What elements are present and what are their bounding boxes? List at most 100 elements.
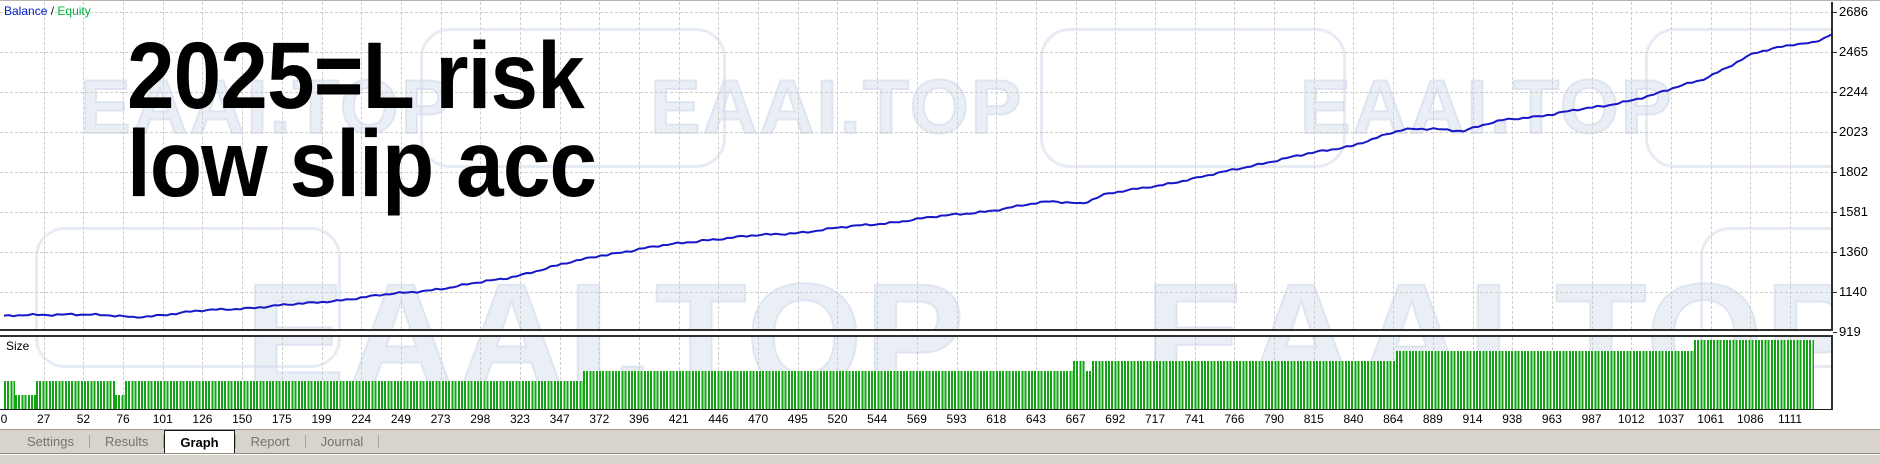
value-axis-label: 1581 [1839,204,1868,219]
value-axis: 2686 2465 2244 2023 1802 1581 1360 1140 919 [1833,2,1880,342]
trade-axis-label: 1037 [1657,412,1685,426]
watermark-text: EAAI.TOP [244,250,967,329]
tab-results[interactable]: Results [104,434,149,449]
trade-axis-label: 717 [1144,412,1166,426]
tab-report[interactable]: Report [250,434,290,449]
trade-axis-label: 766 [1224,412,1245,426]
trade-axis-label: 396 [629,412,650,426]
vertical-gridline [1670,2,1672,329]
horizontal-gridline [0,212,1831,213]
vertical-gridline [1155,2,1156,329]
watermark-frame [1040,28,1346,168]
vertical-gridline [83,2,85,329]
vertical-gridline [1512,2,1514,329]
value-axis-label: 2686 [1839,4,1868,19]
vertical-gridline [1075,2,1077,329]
tab-separator [378,435,380,448]
trade-axis-label: 963 [1541,412,1562,426]
vertical-gridline [1551,2,1553,329]
value-axis-tick [1833,252,1837,253]
vertical-gridline [1591,2,1593,329]
size-bar-segment [1396,351,1694,409]
trade-axis-label: 692 [1105,412,1126,426]
vertical-gridline [599,2,601,329]
trade-axis-label: 101 [152,412,173,426]
trade-axis-label: 889 [1422,412,1443,426]
size-bar-segment [114,395,125,409]
value-axis-tick [1833,332,1837,333]
vertical-gridline [639,2,641,329]
trade-axis-label: 249 [390,412,411,426]
vertical-gridline [162,337,164,409]
value-axis-tick [1833,132,1837,133]
tab-separator [163,435,165,448]
vertical-gridline [1432,2,1434,329]
vertical-gridline [281,2,283,329]
value-axis-label: 2023 [1839,124,1868,139]
trade-axis-label: 495 [787,412,808,426]
vertical-gridline [1710,2,1712,329]
size-bar-segment [4,381,16,409]
trade-axis-label: 76 [116,412,130,426]
value-axis-label: 2244 [1839,84,1868,99]
tab-settings[interactable]: Settings [27,434,74,449]
trade-axis-label: 175 [271,412,292,426]
trade-axis-label: 298 [470,412,491,426]
trade-axis-label: 790 [1264,412,1285,426]
trade-axis-label: 544 [867,412,888,426]
trade-axis-label: 520 [827,412,848,426]
trade-axis-label: 1061 [1697,412,1724,426]
vertical-gridline [440,337,442,409]
vertical-gridline [123,337,125,409]
tab-journal[interactable]: Journal [320,434,364,449]
trade-axis-label: 323 [509,412,530,426]
vertical-gridline [400,337,402,409]
watermark-frame [1645,28,1831,168]
horizontal-gridline [0,292,1831,293]
trade-axis-label: 667 [1065,412,1086,426]
vertical-gridline [162,2,164,329]
trade-axis-label: 446 [708,412,729,426]
vertical-gridline [361,2,363,329]
tab-separator [88,435,90,448]
trade-axis-label: 126 [192,412,213,426]
trade-axis-label: 273 [430,412,451,426]
vertical-gridline [1631,2,1633,329]
annotation-line-1: 2025=L risk [127,23,585,129]
vertical-gridline [1353,2,1355,329]
trade-axis-label: 618 [986,412,1007,426]
trade-axis-label: 1012 [1617,412,1645,426]
vertical-gridline [123,2,125,329]
trade-axis-label: 815 [1303,412,1324,426]
watermark-text: EAAI.TOP [1144,250,1831,329]
horizontal-gridline [0,92,1831,93]
watermark-frame [420,28,726,168]
tab-graph[interactable]: Graph [164,430,235,453]
value-axis-label: 1360 [1839,244,1868,259]
chart-legend: Balance / Equity [4,4,91,18]
vertical-gridline [480,2,482,329]
trade-axis-label: 938 [1502,412,1523,426]
vertical-gridline [758,2,760,329]
trade-axis-label: 372 [589,412,610,426]
trade-axis-label: 27 [37,412,51,426]
horizontal-gridline [0,172,1831,173]
vertical-gridline [1472,2,1474,329]
vertical-gridline [1035,2,1037,329]
vertical-gridline [559,2,561,329]
vertical-gridline [1234,2,1236,329]
value-axis-tick [1833,292,1837,293]
watermark-frame [35,227,341,329]
size-bar-segment [15,395,37,409]
value-axis-tick [1833,52,1837,53]
vertical-gridline [480,337,482,409]
size-bar-segment [1693,340,1815,409]
watermark-frame [1700,227,1831,329]
horizontal-gridline [0,12,1831,13]
vertical-gridline [400,2,402,329]
trade-axis-label: 643 [1025,412,1046,426]
vertical-gridline [519,337,521,409]
vertical-gridline [202,337,204,409]
vertical-gridline [1274,2,1276,329]
trade-axis-label: 569 [906,412,927,426]
